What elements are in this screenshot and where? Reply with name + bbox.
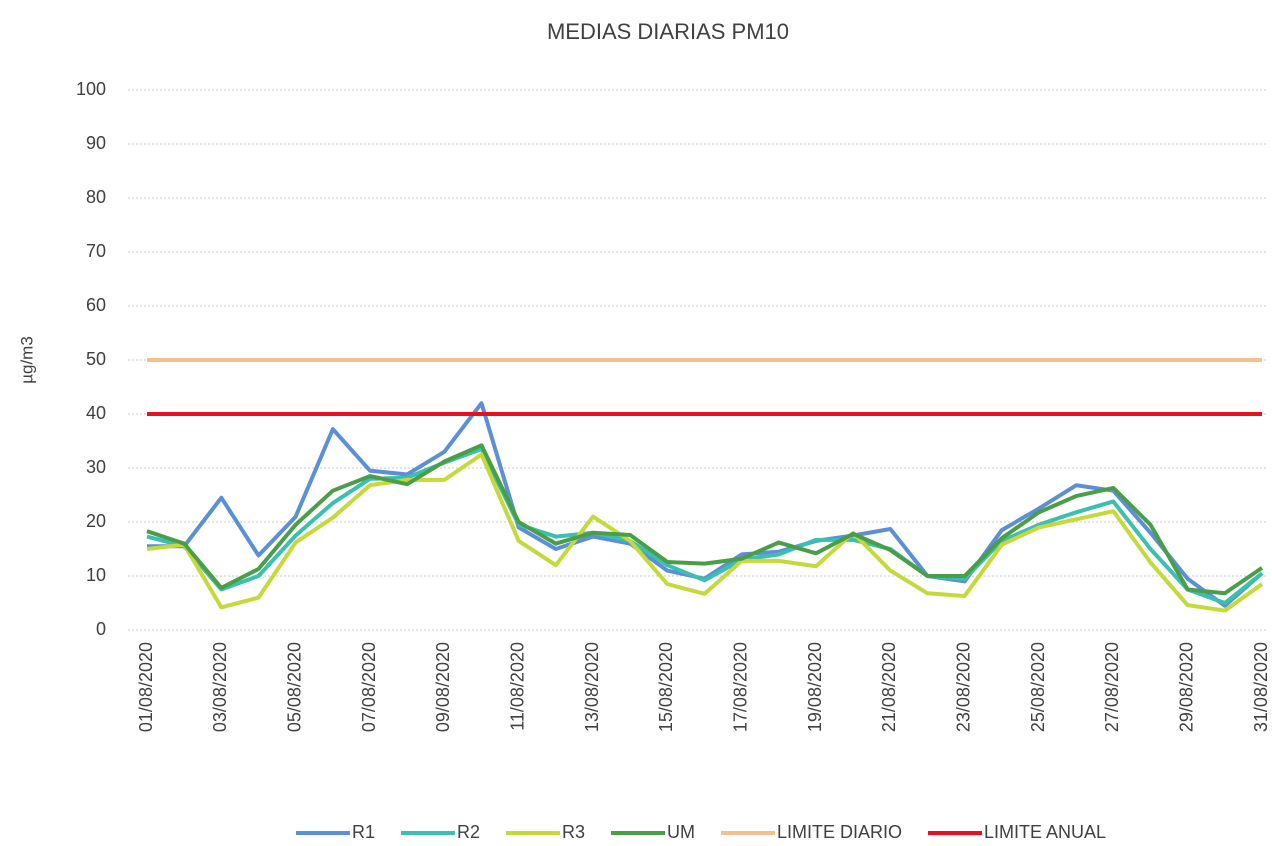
series-line	[146, 443, 1264, 596]
x-tick-label: 01/08/2020	[136, 642, 156, 732]
series-line	[146, 447, 1264, 605]
x-tick-label: 21/08/2020	[879, 642, 899, 732]
legend-label: UM	[667, 822, 695, 842]
x-tick-label: 09/08/2020	[433, 642, 453, 732]
y-tick-label: 10	[86, 565, 106, 585]
y-tick-label: 0	[96, 619, 106, 639]
x-tick-label: 29/08/2020	[1176, 642, 1196, 732]
legend-label: R2	[457, 822, 480, 842]
y-tick-label: 50	[86, 349, 106, 369]
series-line	[147, 401, 1264, 608]
x-tick-label: 11/08/2020	[507, 642, 527, 731]
y-tick-label: 30	[86, 457, 106, 477]
x-tick-label: 13/08/2020	[582, 642, 602, 732]
chart-title: MEDIAS DIARIAS PM10	[547, 19, 789, 44]
x-tick-label: 27/08/2020	[1102, 642, 1122, 732]
legend-label: R1	[352, 822, 375, 842]
y-tick-label: 20	[86, 511, 106, 531]
x-tick-label: 07/08/2020	[359, 642, 379, 732]
y-tick-label: 90	[86, 133, 106, 153]
x-tick-label: 15/08/2020	[656, 642, 676, 732]
legend-label: LIMITE ANUAL	[984, 822, 1106, 842]
y-tick-label: 60	[86, 295, 106, 315]
legend: R1 R2 R3 UM LIMITE DIARIO LIMITE ANUAL	[295, 822, 1106, 842]
x-tick-label: 17/08/2020	[730, 642, 750, 732]
y-axis-label: µg/m3	[17, 336, 36, 384]
x-tick-label: 23/08/2020	[953, 642, 973, 732]
y-tick-label: 100	[76, 79, 106, 99]
legend-label: LIMITE DIARIO	[777, 822, 902, 842]
x-tick-label: 25/08/2020	[1028, 642, 1048, 732]
y-tick-label: 70	[86, 241, 106, 261]
x-tick-label: 31/08/2020	[1251, 642, 1271, 732]
x-tick-label: 03/08/2020	[210, 642, 230, 732]
x-tick-label: 19/08/2020	[805, 642, 825, 732]
legend-label: R3	[562, 822, 585, 842]
y-tick-label: 40	[86, 403, 106, 423]
y-tick-label: 80	[86, 187, 106, 207]
series-line	[146, 452, 1264, 613]
x-tick-label: 05/08/2020	[284, 642, 304, 732]
